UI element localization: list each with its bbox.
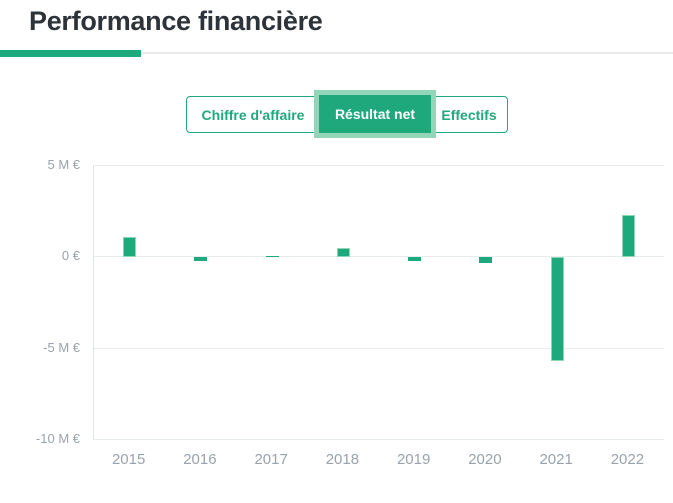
bar-2020[interactable] bbox=[479, 257, 493, 263]
x-axis-label-2020: 2020 bbox=[468, 451, 502, 468]
y-axis-tick-label: -10 M € bbox=[35, 431, 80, 446]
y-axis-labels: 5 M € 0 € -5 M € -10 M € bbox=[0, 157, 80, 446]
x-axis-label-2019: 2019 bbox=[396, 451, 431, 468]
x-axis-label-2016: 2016 bbox=[183, 451, 217, 468]
bar-2018[interactable] bbox=[336, 248, 350, 258]
bar-2016[interactable] bbox=[194, 257, 208, 261]
gridline bbox=[94, 439, 664, 440]
gridline bbox=[94, 348, 664, 349]
gridline bbox=[94, 256, 664, 257]
tab-resultat-net[interactable]: Résultat net bbox=[319, 95, 431, 133]
y-axis-tick-label: 0 € bbox=[61, 248, 80, 263]
bar-2017[interactable] bbox=[265, 255, 279, 258]
tab-effectifs[interactable]: Effectifs bbox=[430, 96, 508, 133]
y-axis-tick-label: -5 M € bbox=[43, 340, 80, 355]
x-axis-labels: 2015 2016 2017 2018 2019 2020 2021 2022 bbox=[93, 451, 663, 471]
page-title: Performance financière bbox=[29, 6, 323, 36]
tab-resultat-net-halo: Résultat net bbox=[314, 90, 436, 138]
x-axis-label-2022: 2022 bbox=[610, 451, 645, 468]
title-accent-bar bbox=[0, 50, 141, 57]
plot-area bbox=[93, 165, 664, 440]
gridline bbox=[94, 165, 664, 166]
x-axis-label-2015: 2015 bbox=[111, 451, 146, 468]
bar-2022[interactable] bbox=[621, 215, 635, 258]
bar-2019[interactable] bbox=[408, 257, 422, 261]
bar-2015[interactable] bbox=[123, 237, 137, 258]
header-divider bbox=[0, 52, 673, 54]
bar-2021[interactable] bbox=[550, 257, 564, 362]
y-axis-tick-label: 5 M € bbox=[47, 157, 80, 172]
x-axis-label-2017: 2017 bbox=[254, 451, 288, 468]
tab-chiffre-daffaire[interactable]: Chiffre d'affaire bbox=[186, 96, 320, 133]
x-axis-label-2018: 2018 bbox=[325, 451, 360, 468]
x-axis-label-2021: 2021 bbox=[539, 451, 573, 468]
